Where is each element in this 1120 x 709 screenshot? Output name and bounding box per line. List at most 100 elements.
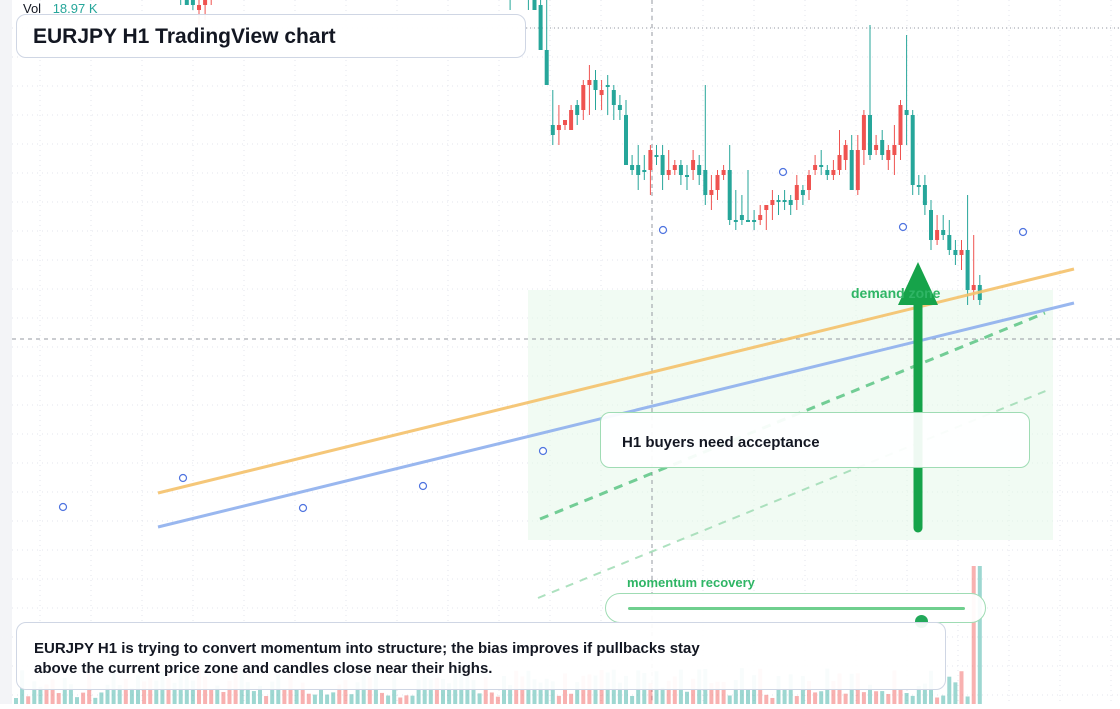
volume-bar [386, 695, 391, 704]
volume-bar [782, 688, 787, 704]
candle-body [813, 165, 818, 170]
volume-bar [617, 682, 622, 704]
candle-body [197, 5, 201, 10]
volume-bar [38, 686, 43, 704]
axis-strip [0, 0, 12, 704]
volume-bar [532, 679, 537, 704]
volume-bar [831, 680, 836, 704]
volume-bar [264, 696, 269, 704]
volume-bar [941, 695, 946, 704]
volume-bar [495, 696, 500, 704]
volume-bar [520, 676, 525, 704]
candle-body [587, 80, 592, 85]
candle-body [685, 175, 689, 177]
volume-bar [62, 677, 67, 704]
candle-body [849, 150, 854, 190]
candle-body [807, 175, 811, 190]
volume-bar [258, 685, 262, 704]
candle-body [746, 220, 750, 222]
volume-bar [709, 682, 714, 704]
signal-marker [898, 222, 908, 232]
volume-bar [331, 692, 336, 704]
candle-body [636, 165, 641, 175]
volume-bar [691, 678, 696, 704]
volume-bar [733, 680, 738, 704]
candle-body [593, 80, 598, 90]
volume-bar [764, 694, 769, 704]
candle-body [764, 205, 769, 210]
volume-bar [916, 686, 921, 704]
momentum-label: momentum recovery [627, 575, 755, 590]
candle-body [611, 90, 616, 105]
candle-body [855, 150, 860, 190]
volume-bar [538, 682, 543, 704]
volume-bar [404, 695, 409, 704]
volume-bar [81, 692, 86, 704]
volume-bar [575, 682, 580, 704]
candle-body [971, 285, 976, 290]
volume-bar [776, 676, 781, 704]
volume-bar [471, 680, 476, 704]
candle-body [861, 115, 866, 150]
candle-body [581, 85, 586, 110]
candle-body [550, 125, 555, 135]
volume-bar [434, 677, 439, 704]
volume-bar [904, 693, 909, 704]
volume-bar [306, 693, 311, 704]
volume-bar [672, 676, 677, 704]
candles [180, 0, 982, 305]
volume-bar [910, 695, 915, 704]
volume-bar [300, 682, 305, 704]
volume-readout: Vol 18.97 K [23, 1, 98, 16]
volume-bar [172, 682, 177, 704]
candle-body [898, 105, 903, 145]
volume-bar [56, 693, 61, 704]
volume-bar [26, 696, 31, 704]
candle-body [819, 165, 824, 167]
signal-marker [658, 225, 668, 235]
candle-body [739, 215, 744, 220]
candle-body [959, 250, 964, 255]
volume-bar [44, 684, 49, 704]
volume-bar [75, 697, 79, 704]
volume-bar [660, 687, 665, 704]
candle-body [904, 110, 909, 115]
volume-bar [50, 679, 55, 704]
volume-bar [843, 693, 848, 704]
candle-body [752, 220, 757, 222]
candle-body [617, 105, 622, 110]
volume-bar [270, 681, 275, 704]
volume-bar [556, 695, 561, 704]
volume-bar [807, 680, 811, 704]
momentum-slider[interactable] [605, 593, 986, 628]
volume-bar [886, 693, 891, 704]
candle-body [538, 5, 543, 50]
volume-bar [483, 677, 488, 704]
volume-bar [349, 694, 354, 704]
volume-bar [630, 695, 635, 704]
signal-marker [538, 446, 548, 456]
volume-bar [666, 680, 671, 704]
volume-bar [868, 684, 872, 704]
volume-bar [715, 681, 720, 704]
volume-bar [343, 680, 348, 704]
candle-body [941, 230, 946, 235]
candle-body [563, 120, 567, 125]
volume-bar [203, 676, 208, 704]
volume-bar [447, 683, 452, 704]
candle-body [678, 165, 683, 175]
slider-track[interactable] [628, 607, 965, 628]
volume-bar [166, 677, 171, 704]
candle-body [727, 170, 732, 220]
volume-bar [117, 684, 122, 704]
candle-body [654, 155, 659, 157]
candle-body [630, 165, 635, 170]
volume-bar [770, 697, 775, 704]
candle-body [703, 170, 708, 195]
volume-bar [947, 676, 952, 704]
candle-body [770, 200, 775, 205]
volume-bar [380, 692, 384, 704]
candle-body [624, 115, 628, 165]
candle-body [642, 170, 647, 172]
volume-bar [965, 696, 970, 704]
